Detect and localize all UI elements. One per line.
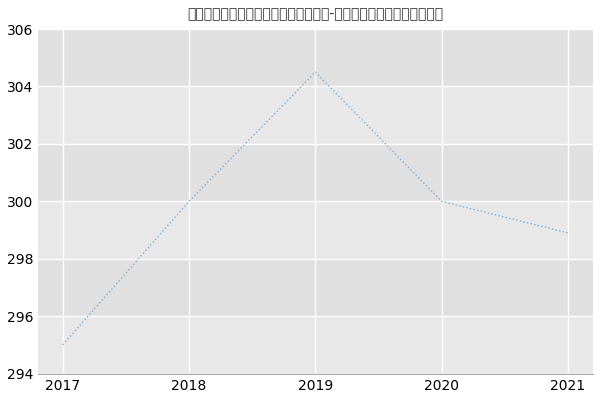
Bar bbox=[38, 86, 593, 144]
Bar bbox=[38, 259, 593, 316]
Bar bbox=[38, 316, 593, 374]
Bar bbox=[38, 144, 593, 201]
Bar bbox=[38, 201, 593, 259]
Bar bbox=[38, 29, 593, 86]
Title: 南通大学医学院、药学院医学信息学（-历年复试）研究生录取分数线: 南通大学医学院、药学院医学信息学（-历年复试）研究生录取分数线 bbox=[187, 7, 443, 21]
